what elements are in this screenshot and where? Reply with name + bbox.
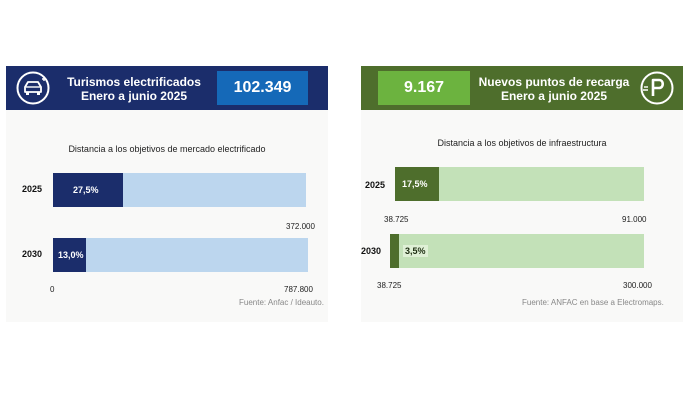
electrified-cars-value: 102.349: [217, 71, 308, 105]
market-source-note: Fuente: Anfac / Ideauto.: [239, 298, 324, 307]
charging-points-title-line2: Enero a junio 2025: [500, 89, 608, 103]
electrified-cars-panel: Turismos electrificados Enero a junio 20…: [6, 66, 328, 322]
infrastructure-goal-subtitle: Distancia a los objetivos de infraestruc…: [437, 138, 607, 148]
infrastructure-source-note: Fuente: ANFAC en base a Electromaps.: [522, 298, 664, 307]
charging-parking-icon: [640, 71, 674, 105]
electrified-cars-title-line2: Enero a junio 2025: [80, 89, 188, 103]
market-bar-track-2030: 13,0%: [53, 238, 308, 272]
infra-bar-fill-2030: [390, 234, 399, 268]
charging-points-title: Nuevos puntos de recarga Enero a junio 2…: [471, 75, 637, 103]
electric-car-icon: [16, 71, 50, 105]
infra-axis-start-2025: 38.725: [384, 215, 409, 224]
infra-bar-track-2030: 3,5%: [390, 234, 644, 268]
charging-points-panel: 9.167 Nuevos puntos de recarga Enero a j…: [361, 66, 683, 322]
electrified-cars-title: Turismos electrificados Enero a junio 20…: [52, 75, 216, 103]
market-bar-track-2025: 27,5%: [53, 173, 306, 207]
infra-bar-fill-2025: [395, 167, 439, 201]
bar-category-label-2030: 2030: [22, 249, 43, 259]
infra-bar-track-2025: 17,5%: [395, 167, 644, 201]
infra-bar-value-2025: 17,5%: [402, 179, 428, 189]
infra-axis-end-2030: 300.000: [623, 281, 652, 290]
infra-bar-category-label-2030: 2030: [361, 246, 382, 256]
charging-points-value: 9.167: [378, 71, 470, 105]
infra-axis-start-2030: 38.725: [377, 281, 402, 290]
market-axis-end-2030: 787.800: [284, 285, 313, 294]
infra-bar-category-label-2025: 2025: [365, 180, 386, 190]
market-axis-start-2030: 0: [50, 285, 55, 294]
market-bar-value-2030: 13,0%: [58, 250, 84, 260]
market-bar-fill-2030: [53, 238, 87, 272]
electrified-cars-title-line1: Turismos electrificados: [67, 75, 201, 89]
infra-axis-end-2025: 91.000: [622, 215, 647, 224]
charging-points-title-line1: Nuevos puntos de recarga: [478, 75, 630, 89]
electrified-cars-header: Turismos electrificados Enero a junio 20…: [6, 66, 328, 110]
bar-category-label-2025: 2025: [22, 184, 43, 194]
infra-bar-value-2030: 3,5%: [403, 245, 428, 257]
market-bar-fill-2025: [53, 173, 123, 207]
market-bar-value-2025: 27,5%: [73, 185, 99, 195]
charging-points-header: 9.167 Nuevos puntos de recarga Enero a j…: [361, 66, 683, 110]
market-axis-end-2025: 372.000: [286, 222, 315, 231]
market-goal-subtitle: Distancia a los objetivos de mercado ele…: [68, 144, 266, 154]
